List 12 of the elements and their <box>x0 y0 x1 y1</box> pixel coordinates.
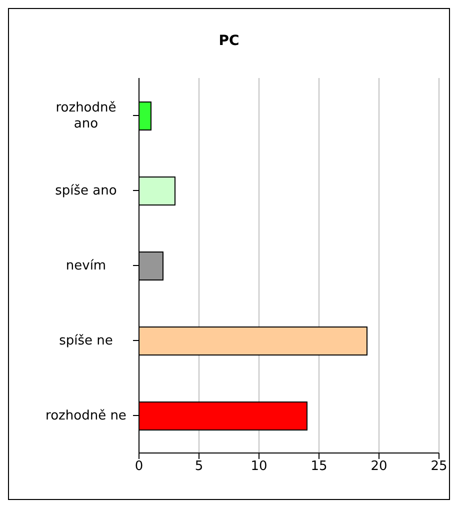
y-tick-label: spíše ano <box>55 183 117 198</box>
y-tick-label: nevím <box>66 258 106 273</box>
x-tick-label: 5 <box>194 459 204 474</box>
y-tick-label: rozhodně ano <box>56 100 116 131</box>
x-tick-label: 0 <box>134 459 144 474</box>
y-tick-label: spíše ne <box>59 333 113 348</box>
x-tick-label: 10 <box>250 459 268 474</box>
x-tick-label: 25 <box>430 459 448 474</box>
x-tick-label: 15 <box>310 459 328 474</box>
chart-title: PC <box>218 33 240 51</box>
y-tick-label: rozhodně ne <box>46 408 126 423</box>
x-tick-label: 20 <box>370 459 388 474</box>
